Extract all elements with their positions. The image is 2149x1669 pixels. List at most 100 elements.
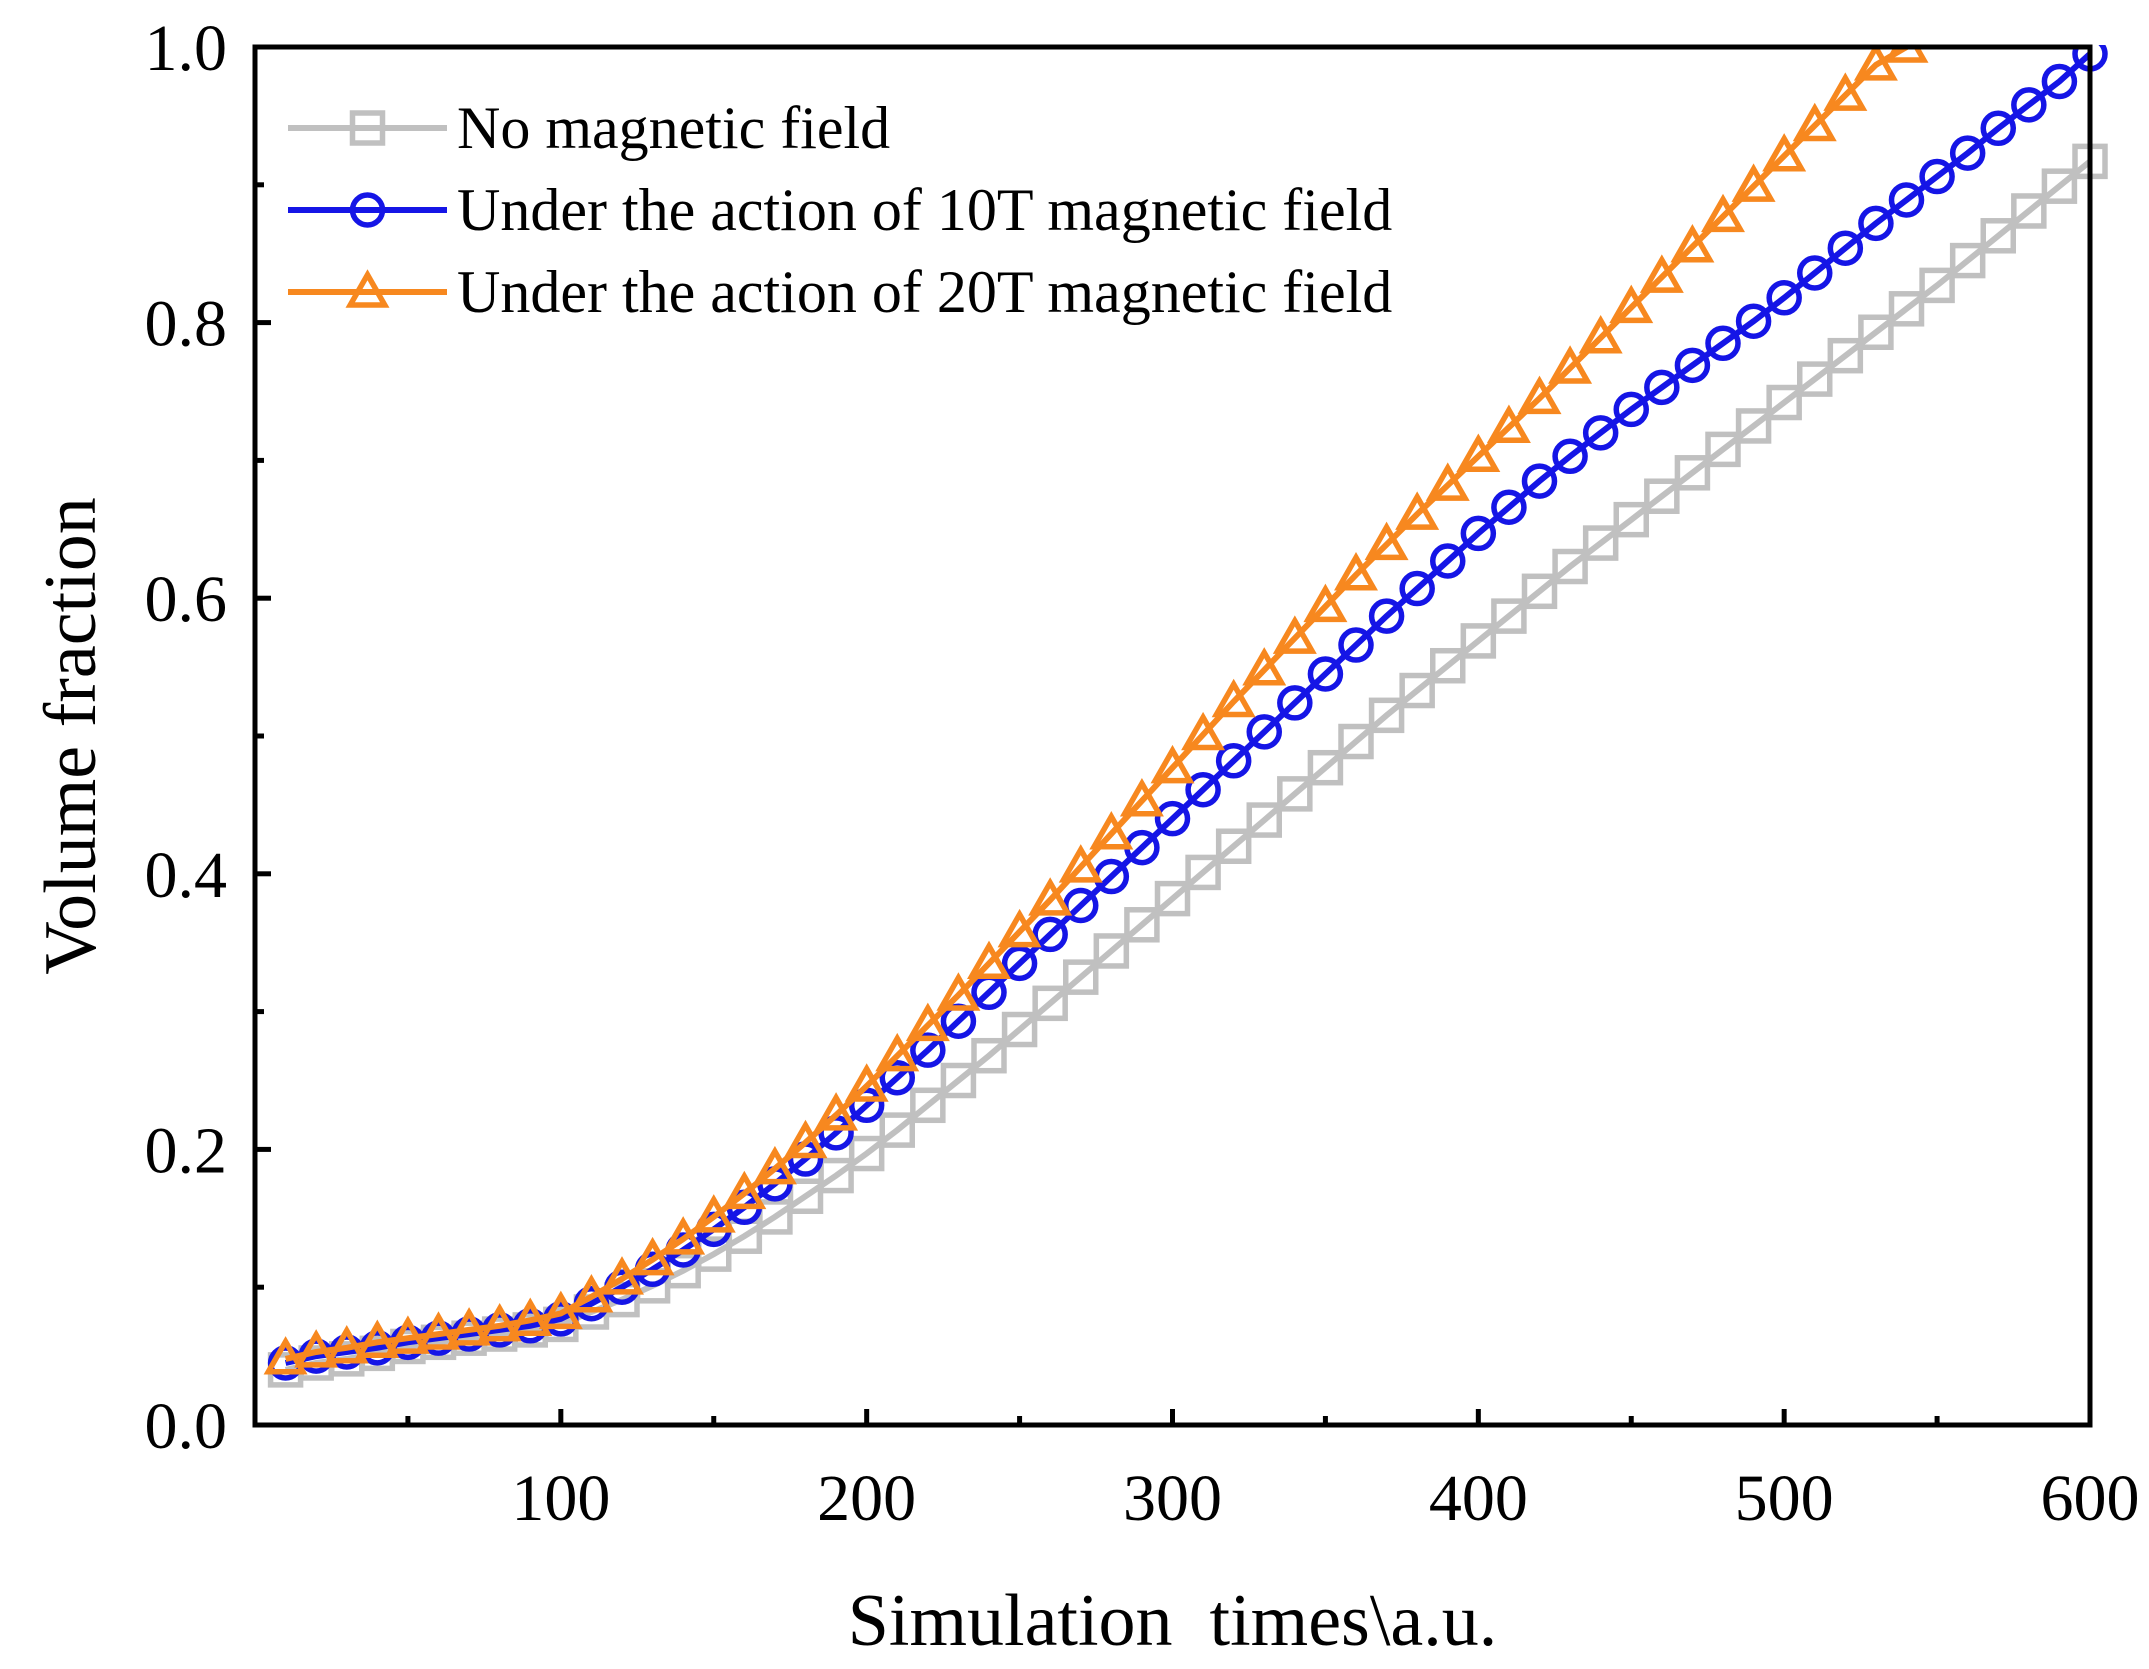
- data-point: [1430, 647, 1466, 684]
- data-point: [940, 1062, 977, 1099]
- data-point: [1001, 945, 1038, 982]
- data-point: [385, 1315, 430, 1354]
- data-point: [1639, 254, 1684, 293]
- plot-frame: [252, 44, 2093, 1428]
- tick-labels-layer: 100 200 300 400 500 600 0.0 0.2 0.4 0.6 0.8 1.0: [145, 12, 2140, 1535]
- data-point: [1491, 489, 1527, 526]
- data-point: [1399, 570, 1435, 607]
- data-point: [1613, 501, 1649, 538]
- y-tick-label: 0.0: [145, 1390, 228, 1463]
- data-point: [1460, 623, 1497, 659]
- series-layer: [263, 45, 2108, 1388]
- data-point: [905, 1002, 950, 1042]
- data-point: [569, 1274, 614, 1313]
- data-point: [630, 1236, 675, 1276]
- legend-item: No magnetic field: [288, 95, 890, 161]
- data-point: [1609, 284, 1654, 324]
- data-point: [1032, 916, 1068, 953]
- data-point: [1181, 711, 1226, 751]
- data-point: [1028, 877, 1073, 916]
- data-point: [1674, 347, 1711, 384]
- data-point: [1701, 193, 1745, 233]
- data-point: [1919, 158, 1955, 195]
- data-point: [1521, 573, 1558, 610]
- data-point: [1797, 255, 1833, 291]
- x-tick-label: 300: [1123, 1462, 1222, 1535]
- data-point: [1853, 45, 1898, 81]
- data-point: [879, 1059, 915, 1096]
- x-tick-label: 100: [511, 1462, 610, 1535]
- data-point: [1582, 415, 1619, 451]
- data-point: [1644, 369, 1680, 406]
- data-point: [1338, 723, 1374, 760]
- data-point: [1735, 408, 1772, 444]
- data-point: [1368, 697, 1405, 734]
- data-point: [263, 1336, 308, 1375]
- data-point: [814, 1092, 859, 1131]
- data-point: [2041, 63, 2078, 100]
- data-point: [1215, 743, 1252, 779]
- data-point: [416, 1311, 461, 1350]
- data-point: [1517, 375, 1562, 415]
- data-point: [1552, 548, 1588, 585]
- data-point: [349, 192, 386, 228]
- legend-item: Under the action of 10T magnetic field: [288, 177, 1392, 243]
- data-point: [1884, 45, 1929, 63]
- data-point: [1211, 678, 1256, 718]
- data-point: [661, 1216, 706, 1255]
- series-line: [284, 159, 2092, 1373]
- data-point: [1089, 811, 1134, 850]
- data-point: [349, 110, 386, 146]
- y-tick-label: 0.2: [145, 1114, 228, 1187]
- series-line: [284, 45, 1909, 1362]
- data-point: [1246, 802, 1282, 838]
- data-point: [1307, 749, 1344, 786]
- data-point: [1521, 463, 1558, 499]
- y-tick-label: 0.6: [145, 563, 228, 636]
- data-point: [1888, 182, 1925, 218]
- data-point: [1425, 462, 1470, 501]
- data-point: [2041, 168, 2078, 204]
- data-point: [1215, 828, 1252, 864]
- y-axis-title: Volume fraction: [30, 497, 112, 974]
- data-point: [1792, 102, 1837, 142]
- data-point: [1766, 280, 1802, 316]
- data-point: [2011, 87, 2047, 123]
- data-point: [1582, 525, 1619, 561]
- data-point: [936, 972, 981, 1011]
- data-point: [1242, 647, 1287, 686]
- data-point: [1154, 880, 1191, 917]
- data-point: [1185, 854, 1221, 891]
- data-point: [294, 1329, 339, 1368]
- data-point: [1491, 598, 1527, 634]
- data-point: [752, 1145, 797, 1185]
- data-point: [345, 269, 390, 308]
- data-point: [848, 1135, 885, 1172]
- data-point: [691, 1194, 736, 1233]
- data-point: [1827, 337, 1864, 374]
- data-point: [818, 1157, 854, 1194]
- data-point: [1919, 267, 1955, 304]
- data-point: [1124, 907, 1160, 943]
- data-point: [1277, 776, 1313, 812]
- data-point: [1460, 515, 1497, 552]
- data-point: [1246, 714, 1282, 750]
- data-point: [1705, 325, 1741, 362]
- data-point: [910, 1032, 946, 1068]
- data-point: [1827, 230, 1864, 266]
- data-point: [1858, 205, 1894, 242]
- data-point: [477, 1302, 522, 1342]
- data-point: [1303, 583, 1348, 623]
- data-point: [324, 1325, 369, 1364]
- data-point: [1058, 844, 1103, 883]
- series-square: [267, 143, 2108, 1388]
- data-point: [1949, 242, 1986, 279]
- x-tick-label: 500: [1735, 1462, 1834, 1535]
- data-point: [1670, 224, 1715, 263]
- data-point: [1888, 291, 1925, 327]
- y-tick-label: 0.8: [145, 288, 228, 361]
- data-point: [1277, 685, 1313, 721]
- data-point: [1613, 391, 1649, 428]
- data-point: [538, 1290, 583, 1330]
